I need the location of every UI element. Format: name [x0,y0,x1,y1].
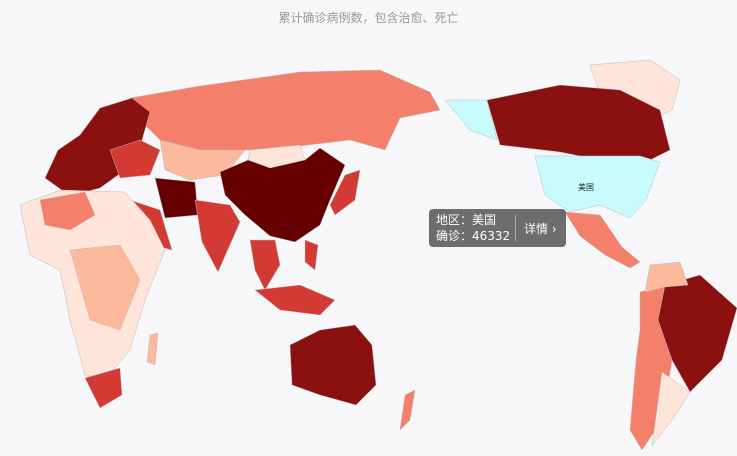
region-china[interactable] [219,147,346,243]
region-philippines[interactable] [304,239,319,271]
tooltip-divider [515,215,516,241]
region-label-usa: 美国 [578,183,594,192]
region-russia[interactable] [129,69,441,151]
region-new-zealand[interactable] [399,389,416,431]
region-australia[interactable] [289,324,377,406]
region-madagascar[interactable] [146,332,159,366]
region-central-africa[interactable] [69,244,141,331]
region-mexico[interactable] [564,211,641,269]
region-southeast-asia[interactable] [249,239,281,291]
region-india[interactable] [194,199,241,273]
chart-title: 累计确诊病例数，包含治愈、死亡 [278,11,459,25]
tooltip-region: 地区：美国 [436,213,497,227]
region-japan[interactable] [329,169,361,216]
region-north-africa[interactable] [39,191,96,231]
region-eastern-europe[interactable] [109,139,161,179]
region-alaska[interactable] [444,99,498,141]
region-canada[interactable] [486,84,671,166]
region-argentina[interactable] [651,371,691,447]
detail-button[interactable]: 详情 › [524,222,557,236]
tooltip-confirmed: 确诊：46332 [436,229,511,243]
region-usa[interactable] [534,155,661,219]
region-indonesia[interactable] [254,284,336,316]
region-europe[interactable] [44,97,151,197]
region-brazil[interactable] [657,274,737,393]
region-tooltip: 地区：美国 确诊：46332 详情 › [429,209,566,247]
region-south-africa[interactable] [84,367,123,409]
region-colombia[interactable] [644,261,689,293]
region-iran[interactable] [154,177,199,219]
